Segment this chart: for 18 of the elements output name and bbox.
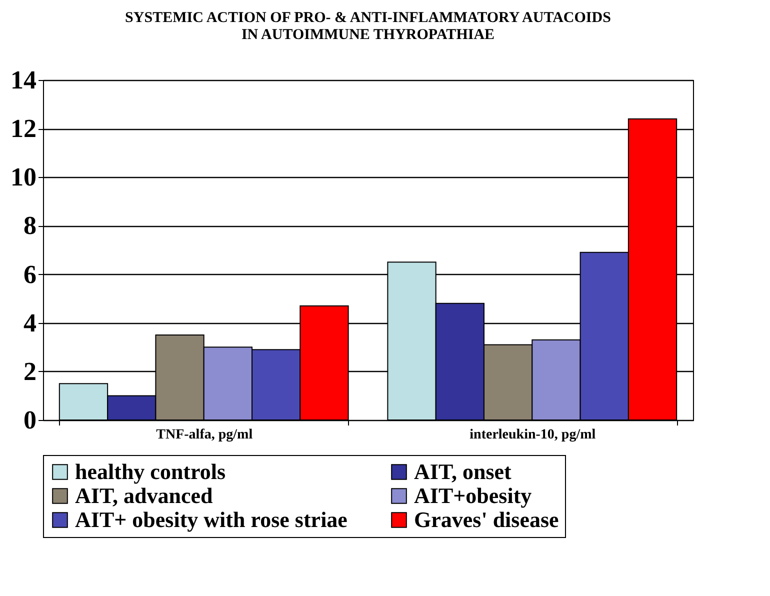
legend-label: AIT, onset [414, 459, 512, 484]
y-tick-label: 8 [24, 211, 36, 240]
y-tick-label: 4 [24, 308, 36, 338]
x-tick-label: interleukin-10, pg/ml [470, 428, 596, 442]
legend-label: AIT+ obesity with rose striae [75, 507, 348, 532]
y-tick-label: 10 [10, 162, 36, 192]
y-tick-label: 6 [24, 260, 36, 289]
legend-label: AIT+obesity [414, 483, 532, 508]
y-tick-label: 12 [10, 114, 36, 144]
x-tick-label: TNF-alfa, pg/ml [156, 428, 253, 442]
legend-label: Graves' disease [414, 507, 560, 532]
legend-label: healthy controls [75, 459, 226, 484]
y-tick-label: 0 [24, 406, 36, 434]
legend-label: AIT, advanced [75, 483, 213, 508]
text: IN AUTOIMMUNE THYROPATHIAE [241, 27, 495, 43]
text: SYSTEMIC ACTION OF PRO- & ANTI-INFLAMMATORY AUTACOIDS [125, 10, 611, 26]
y-tick-label: 14 [10, 66, 36, 94]
y-tick-label: 2 [24, 356, 36, 386]
